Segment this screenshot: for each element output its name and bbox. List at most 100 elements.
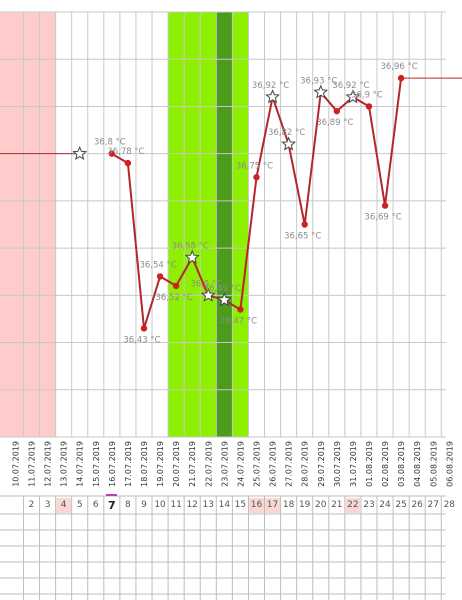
point-dot [172,282,180,290]
cycle-day-cell[interactable]: 16 [248,498,264,513]
x-tick-label: 06.08.2019 [445,441,454,487]
point-dot [237,306,244,313]
x-tick-label: 16.07.2019 [108,441,117,487]
x-tick-label: 03.08.2019 [397,441,406,487]
point-label: 36,58 °C [172,242,209,252]
point-star [265,89,280,104]
cycle-day-cell[interactable]: 11 [170,500,182,510]
point-star [184,249,200,264]
point-dot [140,325,148,332]
cycle-day-cell[interactable]: 15 [234,500,247,510]
point-label: 36,92 °C [252,81,289,91]
x-tick-label: 17.07.2019 [124,441,133,487]
x-tick-label: 10.07.2019 [11,441,20,487]
x-tick-label: 12.07.2019 [44,441,53,487]
point-label: 36,69 °C [364,213,401,223]
cycle-bands [0,12,249,437]
cycle-day-cell[interactable]: 3 [44,500,51,510]
x-tick-label: 18.07.2019 [140,441,149,487]
x-tick-label: 26.07.2019 [269,441,278,487]
cycle-day-cell[interactable]: 14 [218,500,231,510]
point-label: 36,9 °C [351,90,383,100]
point-dot [381,202,389,209]
point-dot [333,107,341,115]
cycle-day-cell[interactable]: 17 [265,498,281,513]
x-tick-label: 30.07.2019 [333,441,342,487]
point-label: 36,96 °C [380,62,417,72]
x-tick-label: 25.07.2019 [252,441,261,487]
point-dot [365,103,373,110]
cycle-day-cell[interactable]: 27 [427,500,439,510]
cycle-day-cell[interactable]: 18 [282,500,295,510]
cycle-day-grid: 2 3 4 5 6 7 8 9 10 11 12 13 14 15 16 17 18 19 20 21 22 23 24 25… [0,494,462,600]
period-band [0,12,57,437]
point-label: 36,93 °C [300,76,337,86]
cycle-day-cell[interactable]: 8 [125,500,131,510]
day-grid-lines [0,495,446,600]
cycle-day-cell[interactable]: 10 [154,500,166,510]
temperature-points [72,74,405,332]
x-tick-label: 27.07.2019 [285,441,294,487]
point-label: 36,82 °C [268,128,305,138]
cycle-day-cell[interactable]: 5 [76,500,83,510]
point-label: 36,43 °C [123,335,160,345]
point-dot [124,159,132,167]
point-dot [253,174,260,181]
cycle-day-cell[interactable]: 21 [331,500,343,510]
x-tick-label: 11.07.2019 [28,441,37,487]
point-star [200,287,216,302]
cycle-day-cell[interactable]: 20 [315,500,327,510]
cycle-day-cell[interactable]: 6 [92,500,99,510]
point-label: 36,8 °C [94,138,126,148]
fertile-band [168,12,249,437]
cycle-day-cell[interactable]: 24 [379,500,391,510]
point-label: 36,78 °C [107,147,144,157]
temperature-labels: 36,8 °C36,78 °C 36,43 °C 36,54 °C 36,52 °C 3… [94,62,418,345]
series-line [111,77,403,330]
point-star [72,145,88,160]
x-tick-label: 19.07.2019 [156,441,165,487]
cycle-day-cell[interactable]: 2 [28,500,35,510]
point-star [345,89,361,104]
x-tick-label: 24.07.2019 [236,441,245,487]
cycle-day-cell[interactable]: 23 [363,500,375,510]
cycle-day-cell[interactable]: 13 [202,500,214,510]
cycle-day-cell[interactable]: 25 [395,500,407,510]
point-dot [301,221,308,228]
cycle-day-cell[interactable]: 26 [411,500,423,510]
point-dot [108,150,116,157]
x-axis-tick-labels: 10.07.2019 11.07.2019 12.07.2019 13.07.2019… [11,441,462,487]
point-label: 36,89 °C [316,118,353,128]
x-tick-label: 21.07.2019 [188,441,197,487]
x-tick-label: 13.07.2019 [60,441,69,487]
point-label: 36,47 °C [220,317,257,327]
x-tick-label: 15.07.2019 [92,441,101,487]
point-label: 36,92 °C [332,81,369,91]
point-dot [397,74,405,82]
point-label: 36,54 °C [139,260,176,270]
x-tick-label: 04.08.2019 [413,441,422,487]
cycle-day-cell[interactable]: 12 [186,500,198,510]
x-tick-label: 22.07.2019 [204,441,213,487]
cycle-day-cell[interactable]: 28 [443,500,456,510]
x-tick-label: 29.07.2019 [317,441,326,487]
x-tick-label: 14.07.2019 [76,441,85,487]
cycle-day-cell[interactable]: 7 [108,499,116,512]
point-star [313,84,329,99]
cycle-day-cell[interactable]: 22 [345,498,361,513]
x-tick-label: 02.08.2019 [381,441,390,487]
cycle-day-cell[interactable]: 19 [298,500,311,510]
x-tick-label: 28.07.2019 [301,441,310,487]
point-star [281,136,297,151]
x-tick-label: 20.07.2019 [172,441,181,487]
x-tick-label: 23.07.2019 [220,441,229,487]
cycle-day-cell[interactable]: 9 [141,500,147,510]
point-dot [156,273,164,280]
point-label: 36,52 °C [156,293,193,303]
point-label: 36,75 °C [236,161,273,171]
current-day-marker [106,494,118,496]
cycle-day-cell[interactable]: 4 [56,498,72,513]
point-label: 36,5 °C [190,279,222,289]
x-tick-label: 01.08.2019 [365,441,374,487]
x-tick-label: 31.07.2019 [349,441,358,487]
